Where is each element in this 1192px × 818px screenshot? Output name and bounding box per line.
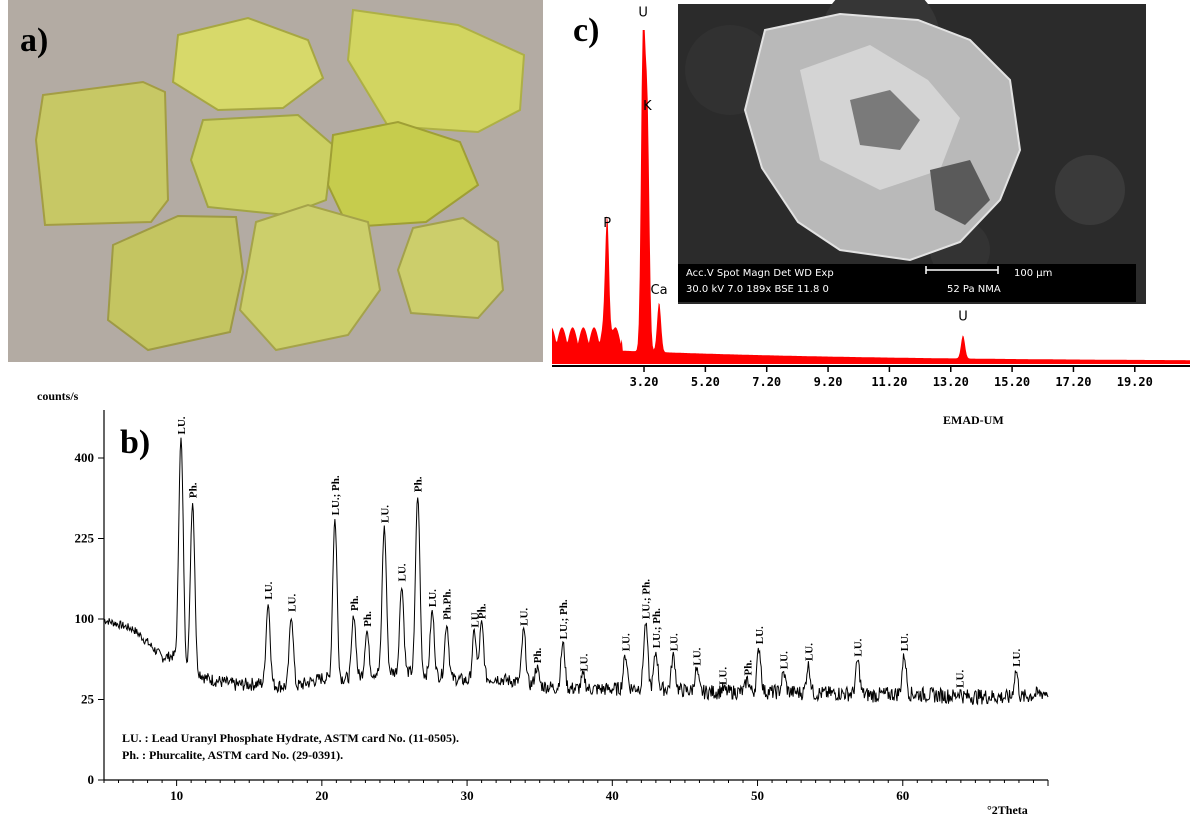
crystal-photograph [8, 0, 543, 362]
edx-peak-label: U [958, 310, 968, 325]
sem-image: Acc.V Spot Magn Det WD Exp 30.0 kV 7.0 1… [678, 0, 1146, 304]
edx-x-tick-label: 13.20 [933, 375, 969, 389]
edx-plot-area [552, 30, 1190, 364]
panel-label-a: a) [20, 22, 49, 59]
xrd-peak-label: LU. [286, 594, 298, 612]
xrd-x-tick-label: 40 [606, 788, 619, 803]
edx-spectrum-area [552, 30, 1190, 364]
xrd-y-axis-title: counts/s [37, 389, 79, 403]
edx-peak-label: U [638, 6, 648, 21]
xrd-peak-label: Ph.Ph. [442, 588, 454, 619]
xrd-y-tick-label: 225 [75, 531, 95, 546]
xrd-peak-label: LU. [718, 667, 730, 685]
xrd-peak-label: Ph. [362, 611, 374, 627]
xrd-peak-label: LU. [954, 670, 966, 688]
edx-peak-label: P [603, 216, 611, 231]
xrd-peak-label: LU. [263, 581, 275, 599]
xrd-y-tick-label: 25 [81, 692, 95, 707]
xrd-x-axis-title: °2Theta [987, 803, 1028, 817]
xrd-peak-label: LU. [176, 416, 188, 434]
xrd-peak-labels: LU.Ph.LU.LU.LU.; Ph.Ph.Ph.LU.LU.Ph.LU. Ph… [176, 416, 1023, 688]
crystal-3 [346, 8, 526, 134]
xrd-x-tick-label: 50 [751, 788, 764, 803]
edx-x-tick-label: 5.20 [691, 375, 720, 389]
xrd-peak-label: LU. [754, 626, 766, 644]
sem-scale-label: 100 µm [1014, 268, 1052, 279]
xrd-legend-ph: Ph. : Phurcalite, ASTM card No. (29-0391… [122, 748, 343, 762]
xrd-peak-label: LU. [668, 633, 680, 651]
xrd-peak-label: Ph. [532, 647, 544, 663]
xrd-x-tick-label: 60 [896, 788, 909, 803]
xrd-peak-label: LU. [427, 589, 439, 607]
xrd-peak-label: Ph. [413, 476, 425, 492]
xrd-peak-label: LU.; Ph. [330, 475, 342, 515]
crystal-7 [238, 203, 382, 352]
xrd-y-tick-label: 0 [88, 772, 95, 787]
xrd-peak-label: LU. [379, 505, 391, 523]
edx-x-tick-label: 15.20 [994, 375, 1030, 389]
edx-x-tick-label: 19.20 [1117, 375, 1153, 389]
xrd-peak-label: LU. [620, 633, 632, 651]
xrd-peak-label: LU. [578, 653, 590, 671]
edx-peak-labels: P U K Ca U [603, 6, 967, 325]
edx-x-tick-label: 11.20 [871, 375, 907, 389]
xrd-peak-label: LU. [803, 643, 815, 661]
xrd-header-right: EMAD-UM [943, 413, 1004, 427]
xrd-peak-label: LU. [397, 563, 409, 581]
xrd-peak-label: LU. [692, 647, 704, 665]
xrd-peak-label: LU.; Ph. [558, 599, 570, 639]
xrd-series-line [103, 437, 1049, 706]
edx-x-tick-label: 9.20 [814, 375, 843, 389]
xrd-peak-label: Ph. [742, 660, 754, 676]
edx-peak-label: Ca [651, 283, 668, 298]
crystal-6 [106, 214, 245, 352]
xrd-peak-label: LU. [519, 608, 531, 626]
sem-info-row2: 30.0 kV 7.0 189x BSE 11.8 0 [686, 284, 829, 295]
crystal-8 [396, 216, 505, 320]
edx-spectrum: 3.20 5.20 7.20 9.20 11.20 13.20 15.20 17.20 19.2… [552, 0, 1190, 389]
xrd-peak-label: Ph. [477, 603, 489, 619]
xrd-peak-label: LU. [779, 651, 791, 669]
xrd-peak-label: LU.; Ph. [641, 579, 653, 619]
xrd-peak-label: LU. [853, 638, 865, 656]
xrd-peak-label: Ph. [349, 595, 361, 611]
panel-label-c: c) [573, 12, 600, 49]
edx-x-ticks: 3.20 5.20 7.20 9.20 11.20 13.20 15.20 17.20 19.2… [630, 366, 1153, 389]
xrd-y-ticks: 0 25 100 225 400 [75, 450, 104, 787]
xrd-x-tick-label: 20 [315, 788, 328, 803]
xrd-x-tick-label: 10 [170, 788, 183, 803]
xrd-x-ticks: 10 20 30 40 50 60 [103, 780, 1049, 803]
xrd-peak-label: LU. [899, 633, 911, 651]
panel-label-b: b) [120, 424, 151, 461]
edx-x-tick-label: 7.20 [752, 375, 781, 389]
edx-x-tick-label: 3.20 [630, 375, 659, 389]
xrd-peak-label: LU.; Ph. [651, 608, 663, 648]
xrd-peak-label: LU. [1011, 649, 1023, 667]
xrd-legend-lu: LU. : Lead Uranyl Phosphate Hydrate, AST… [122, 731, 459, 745]
xrd-pattern: counts/s EMAD-UM °2Theta 0 25 100 225 400 10… [37, 389, 1049, 817]
crystal-4 [189, 113, 335, 217]
xrd-x-tick-label: 30 [461, 788, 474, 803]
crystal-1 [34, 80, 170, 227]
xrd-y-tick-label: 400 [75, 450, 95, 465]
edx-x-tick-label: 17.20 [1055, 375, 1091, 389]
xrd-peak-label: LU. [469, 609, 481, 627]
crystal-5 [326, 120, 480, 229]
sem-info-row2b: 52 Pa NMA [947, 284, 1001, 295]
crystal-2 [171, 16, 325, 112]
edx-peak-label: K [643, 99, 652, 114]
sem-info-row1: Acc.V Spot Magn Det WD Exp [686, 268, 834, 279]
xrd-y-tick-label: 100 [75, 611, 95, 626]
xrd-peak-label: Ph. [188, 482, 200, 498]
